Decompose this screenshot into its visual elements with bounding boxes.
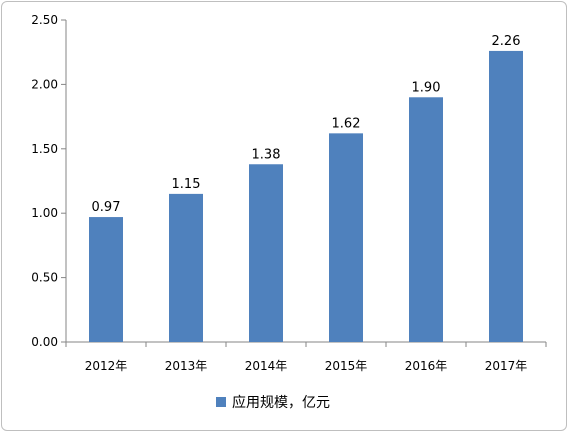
data-label: 0.97: [92, 200, 121, 215]
data-label: 1.38: [252, 147, 281, 162]
x-tick-label: 2014年: [245, 359, 288, 373]
x-tick-label: 2012年: [85, 359, 128, 373]
legend-swatch: [216, 397, 226, 407]
y-tick-label: 0.50: [31, 271, 58, 285]
x-tick-label: 2017年: [485, 359, 528, 373]
x-tick-label: 2016年: [405, 359, 448, 373]
x-tick-label: 2015年: [325, 359, 368, 373]
bar: [329, 133, 363, 342]
bar: [89, 217, 123, 342]
data-label: 1.90: [412, 80, 441, 95]
data-labels: 0.97 1.15 1.38 1.62 1.90 2.26: [92, 34, 521, 215]
bar: [489, 50, 523, 343]
bar: [409, 97, 443, 342]
data-label: 2.26: [492, 34, 521, 49]
bar: [249, 164, 283, 342]
y-tick-label: 2.50: [31, 13, 58, 27]
y-tick-label: 2.00: [31, 77, 58, 91]
y-tick-label: 1.00: [31, 206, 58, 220]
axes: 0.00 0.50 1.00 1.50 2.00 2.50 2012年 2013年 2014年 2…: [31, 13, 547, 373]
bars: [89, 50, 523, 343]
legend-label: 应用规模，亿元: [232, 394, 330, 411]
data-label: 1.15: [172, 177, 201, 192]
x-tick-label: 2013年: [165, 359, 208, 373]
y-tick-label: 0.00: [31, 335, 58, 349]
bar: [169, 193, 203, 342]
legend: 应用规模，亿元: [216, 394, 330, 411]
y-tick-label: 1.50: [31, 142, 58, 156]
data-label: 1.62: [332, 116, 361, 131]
